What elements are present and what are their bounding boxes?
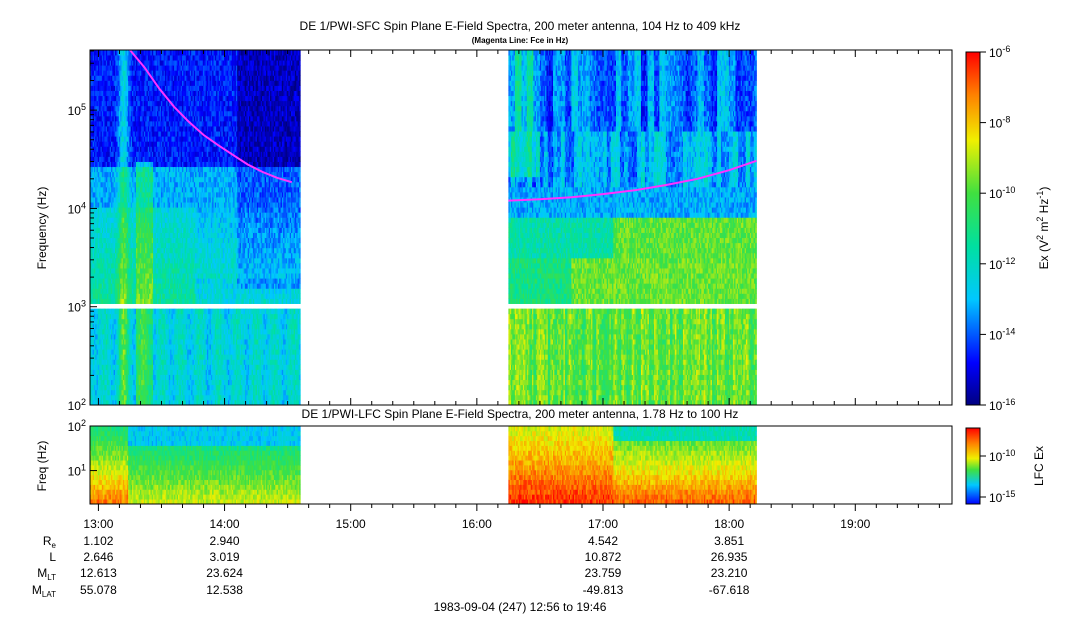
time-tick-label: 19:00 bbox=[840, 517, 870, 531]
lfc-colorbar: 10-10 10-15 LFC Ex bbox=[966, 428, 1046, 505]
ephemeris-value: 26.935 bbox=[711, 550, 748, 564]
ephemeris-value: -67.618 bbox=[709, 583, 750, 597]
sfc-colorbar-tick-label: 10-10 bbox=[989, 185, 1015, 201]
ephemeris-value: 2.646 bbox=[83, 550, 113, 564]
ephemeris-value: -49.813 bbox=[583, 583, 624, 597]
ephemeris-value: 3.851 bbox=[714, 534, 744, 548]
time-tick-label: 16:00 bbox=[462, 517, 492, 531]
sfc-colorbar-tick-label: 10-16 bbox=[989, 397, 1015, 413]
sfc-y-tick-label: 103 bbox=[68, 299, 86, 315]
ephemeris-row-label: MLT bbox=[37, 566, 56, 582]
lfc-spectrogram-panel: 101 102 Freq (Hz) bbox=[35, 418, 952, 511]
lfc-colorbar-label: LFC Ex bbox=[1032, 446, 1046, 486]
ephemeris-value: 12.538 bbox=[206, 583, 243, 597]
bottom-panel-title: DE 1/PWI-LFC Spin Plane E-Field Spectra,… bbox=[302, 407, 739, 421]
ephemeris-value: 23.210 bbox=[711, 566, 748, 580]
sfc-colorbar-tick-label: 10-6 bbox=[989, 44, 1010, 60]
lfc-colorbar-tick-label: 10-10 bbox=[989, 448, 1015, 464]
lfc-y-tick-label: 102 bbox=[68, 418, 86, 434]
sfc-spectrogram-panel: 102 103 104 105 Frequency (Hz) bbox=[35, 1, 952, 413]
ephemeris-row-label: L bbox=[49, 550, 56, 564]
time-tick-label: 15:00 bbox=[336, 517, 366, 531]
ephemeris-value: 23.759 bbox=[585, 566, 622, 580]
ephemeris-row-label: Re bbox=[43, 534, 57, 550]
time-tick-label: 18:00 bbox=[714, 517, 744, 531]
ephemeris-value: 12.613 bbox=[80, 566, 117, 580]
time-range-footer: 1983-09-04 (247) 12:56 to 19:46 bbox=[434, 600, 607, 614]
sfc-y-tick-label: 104 bbox=[68, 200, 86, 216]
sfc-spectrogram-image bbox=[90, 50, 757, 405]
time-tick-label: 14:00 bbox=[210, 517, 240, 531]
ephemeris-value: 1.102 bbox=[83, 534, 113, 548]
sfc-y-tick-label: 105 bbox=[68, 102, 86, 118]
sfc-y-tick-label: 102 bbox=[68, 397, 86, 413]
time-tick-label: 17:00 bbox=[588, 517, 618, 531]
ephemeris-row-label: MLAT bbox=[32, 583, 56, 599]
sfc-colorbar-gradient bbox=[966, 52, 980, 405]
sfc-colorbar-tick-label: 10-14 bbox=[989, 326, 1015, 342]
lfc-colorbar-gradient bbox=[966, 428, 980, 504]
lfc-spectrogram-image bbox=[90, 426, 757, 504]
lfc-y-axis-label: Freq (Hz) bbox=[35, 441, 49, 492]
time-tick-label: 13:00 bbox=[83, 517, 113, 531]
ephemeris-value: 4.542 bbox=[588, 534, 618, 548]
ephemeris-value: 10.872 bbox=[585, 550, 622, 564]
top-panel-subtitle: (Magenta Line: Fce in Hz) bbox=[472, 36, 569, 45]
lfc-colorbar-tick-label: 10-15 bbox=[989, 489, 1015, 505]
ephemeris-value: 2.940 bbox=[210, 534, 240, 548]
top-panel-title: DE 1/PWI-SFC Spin Plane E-Field Spectra,… bbox=[300, 19, 741, 33]
lfc-colorbar-ticks: 10-10 10-15 bbox=[980, 448, 1015, 505]
lfc-y-tick-label: 101 bbox=[68, 463, 86, 479]
sfc-colorbar-tick-label: 10-12 bbox=[989, 256, 1015, 272]
sfc-y-axis-label: Frequency (Hz) bbox=[35, 187, 49, 270]
sfc-colorbar-ticks: 10-6 10-8 10-10 10-12 10-14 10-16 bbox=[980, 44, 1015, 413]
ephemeris-value: 55.078 bbox=[80, 583, 117, 597]
lfc-x-ticks bbox=[98, 504, 939, 511]
time-axis-labels: 13:00 14:00 15:00 16:00 17:00 18:00 19:00 bbox=[83, 517, 870, 531]
sfc-colorbar-label: Ex (V2 m2 Hz-1) bbox=[1035, 187, 1051, 270]
ephemeris-value: 23.624 bbox=[206, 566, 243, 580]
ephemeris-value: 3.019 bbox=[210, 550, 240, 564]
sfc-colorbar-tick-label: 10-8 bbox=[989, 115, 1010, 131]
sfc-colorbar: 10-6 10-8 10-10 10-12 10-14 10-16 Ex (V2 m2 H… bbox=[966, 44, 1051, 413]
